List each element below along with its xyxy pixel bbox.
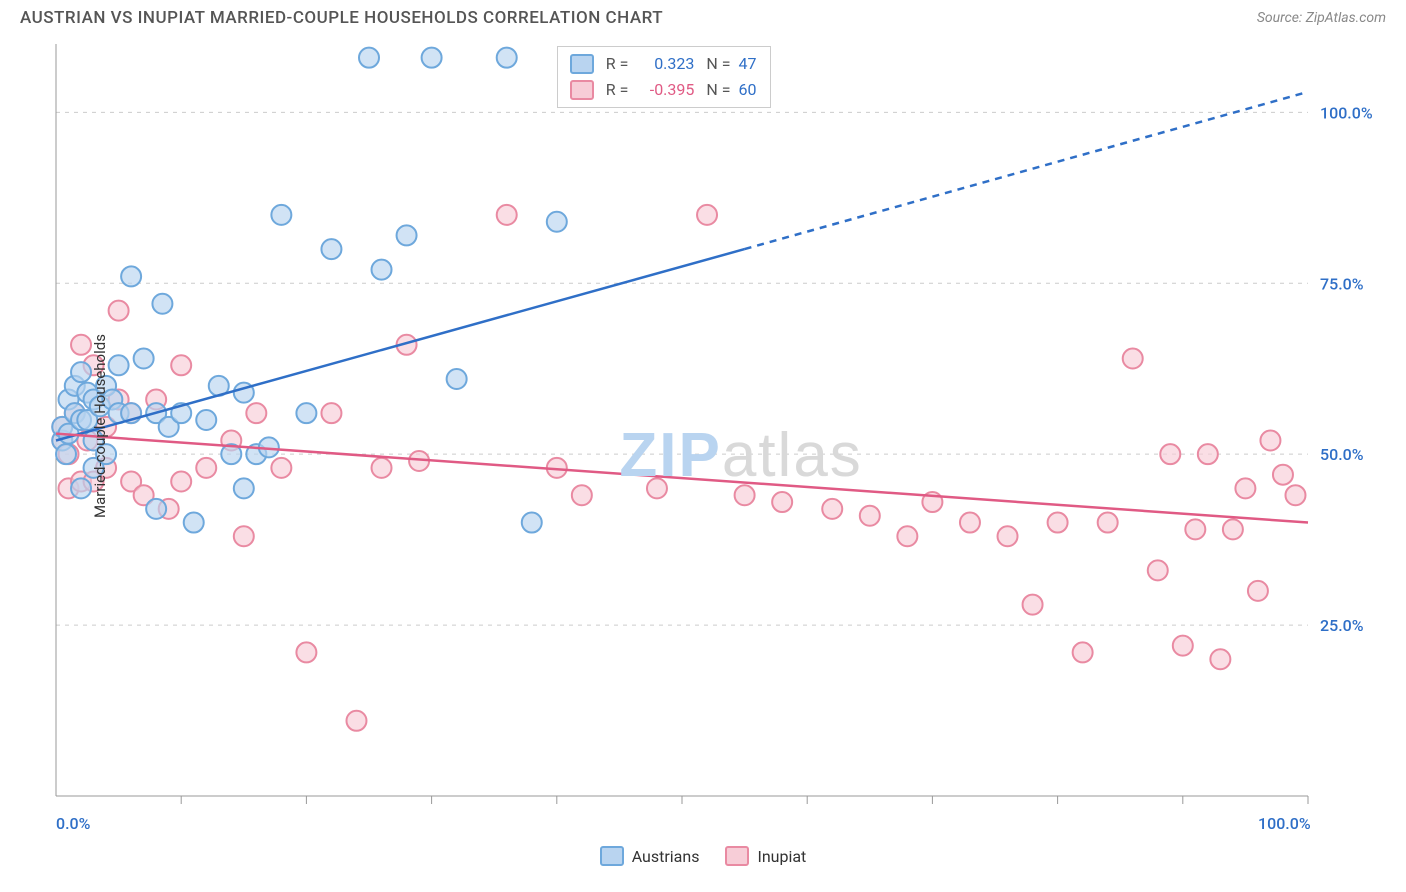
legend-label: Austrians — [632, 847, 700, 866]
legend-label: Inupiat — [757, 847, 806, 866]
x-axis-min-label: 0.0% — [56, 814, 90, 833]
y-axis-label: Married-couple Households — [91, 334, 109, 518]
stats-legend-row: R = 0.323 N = 47 — [570, 51, 759, 77]
bottom-legend: Austrians Inupiat — [0, 846, 1406, 866]
x-axis-max-label: 100.0% — [1258, 814, 1311, 833]
bottom-legend-item: Austrians — [600, 846, 700, 866]
svg-text:100.0%: 100.0% — [1320, 103, 1373, 122]
legend-swatch — [570, 54, 594, 74]
legend-text: R = -0.395 N = 60 — [604, 77, 759, 103]
legend-text: R = 0.323 N = 47 — [604, 51, 759, 77]
svg-text:75.0%: 75.0% — [1320, 274, 1364, 293]
svg-text:50.0%: 50.0% — [1320, 445, 1364, 464]
svg-text:25.0%: 25.0% — [1320, 616, 1364, 635]
stats-legend-row: R = -0.395 N = 60 — [570, 77, 759, 103]
chart-title: AUSTRIAN VS INUPIAT MARRIED-COUPLE HOUSE… — [20, 8, 663, 28]
legend-swatch — [725, 846, 749, 866]
legend-swatch — [600, 846, 624, 866]
scatter-plot-svg: 25.0% 50.0% 75.0% 100.0% — [48, 36, 1378, 816]
plot-area: Married-couple Households 25.0% 50.0% 75.0… — [20, 36, 1386, 816]
source-label: Source: ZipAtlas.com — [1257, 10, 1386, 26]
stats-legend: R = 0.323 N = 47R = -0.395 N = 60 — [557, 46, 772, 108]
bottom-legend-item: Inupiat — [725, 846, 806, 866]
legend-swatch — [570, 80, 594, 100]
chart-header: AUSTRIAN VS INUPIAT MARRIED-COUPLE HOUSE… — [0, 0, 1406, 32]
